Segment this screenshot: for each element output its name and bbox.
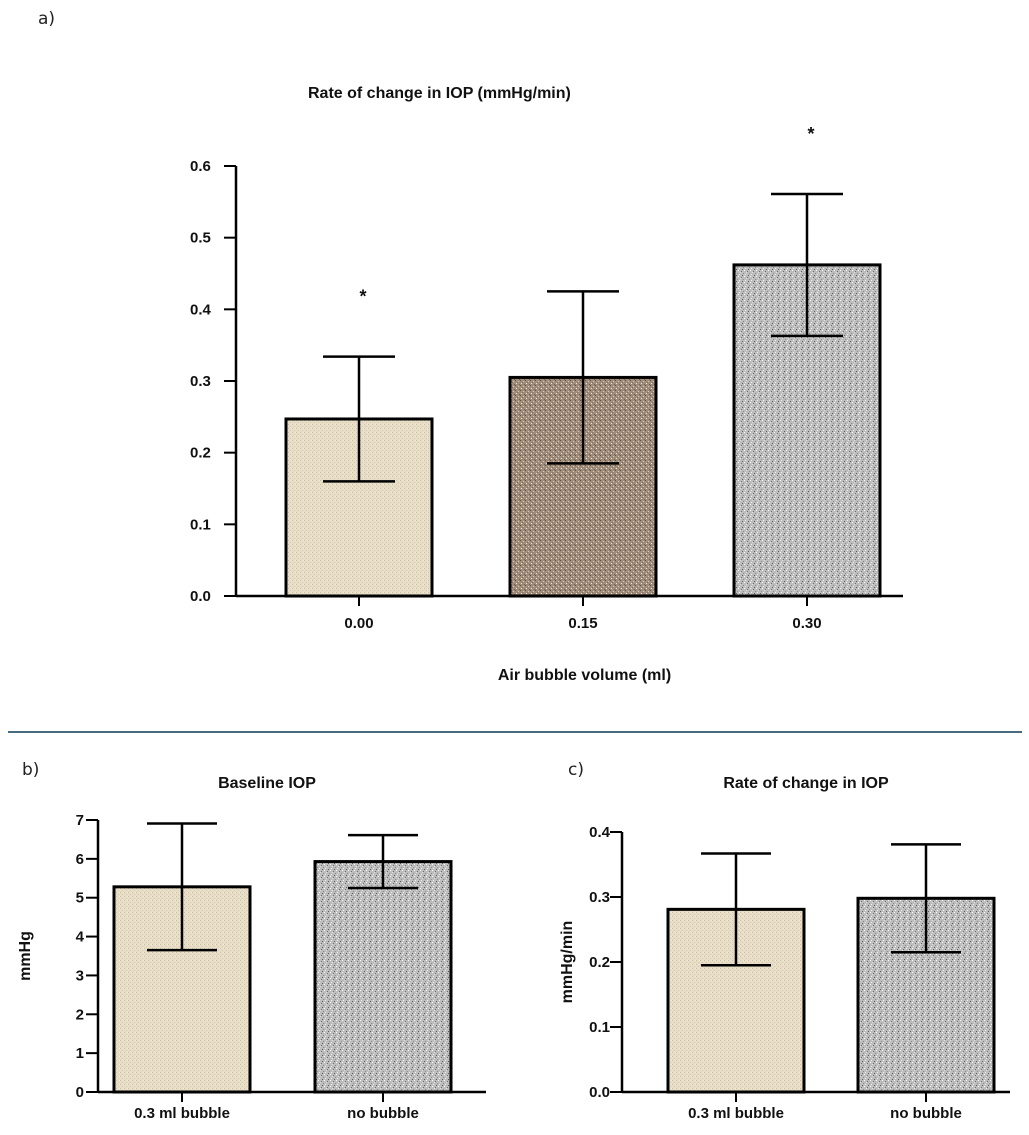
x-tick-label: 0.3 ml bubble [134, 1105, 230, 1122]
y-tick-label: 1 [76, 1045, 84, 1062]
y-tick-label: 7 [76, 812, 84, 829]
y-tick-label: 0.3 [589, 889, 610, 906]
y-tick-label: 0.5 [190, 230, 211, 247]
y-tick-label: 6 [76, 851, 84, 868]
significance-marker: * [807, 124, 814, 144]
significance-marker: * [359, 287, 366, 307]
y-tick-label: 0.4 [589, 824, 611, 841]
y-tick-label: 2 [76, 1006, 84, 1023]
chart-title: Rate of change in IOP (mmHg/min) [308, 85, 571, 102]
y-axis-title: mmHg [17, 931, 34, 981]
panel-label: b) [22, 760, 39, 780]
y-tick-label: 4 [76, 929, 85, 946]
y-tick-label: 0.2 [589, 954, 610, 971]
y-tick-label: 0.4 [190, 301, 212, 318]
x-tick-label: no bubble [347, 1105, 419, 1122]
chart-panel-1: a) Rate of change in IOP (mmHg/min) * 0.00 0… [38, 9, 903, 684]
y-tick-label: 0.0 [589, 1084, 610, 1101]
x-tick-label: 0.3 ml bubble [688, 1105, 784, 1122]
x-tick-label: 0.30 [792, 615, 821, 632]
bar-no-bubble [313, 860, 453, 1094]
y-tick-label: 3 [76, 967, 84, 984]
y-tick-label: 0.1 [190, 516, 211, 533]
y-axis-title: mmHg/min [559, 921, 576, 1004]
panel-label: a) [38, 9, 55, 29]
y-tick-label: 0.0 [190, 588, 211, 605]
y-tick-label: 0.6 [190, 158, 211, 175]
x-tick-label: 0.00 [344, 615, 373, 632]
panel-label: c) [568, 760, 584, 780]
y-tick-label: 0.3 [190, 373, 211, 390]
y-tick-label: 0.1 [589, 1019, 610, 1036]
y-tick-label: 0.2 [190, 445, 211, 462]
chart-title: Baseline IOP [218, 775, 316, 792]
chart-panel-2: b) Baseline IOP 0.3 ml bubble no bubble 0 1 2 3… [17, 760, 486, 1122]
x-axis-title: Air bubble volume (ml) [498, 667, 671, 684]
x-tick-label: no bubble [890, 1105, 962, 1122]
chart-panel-3: c) Rate of change in IOP 0.3 ml bubble no b… [559, 760, 1010, 1122]
chart-title: Rate of change in IOP [723, 775, 889, 792]
y-tick-label: 5 [76, 890, 84, 907]
y-tick-label: 0 [76, 1084, 84, 1101]
x-tick-label: 0.15 [568, 615, 597, 632]
